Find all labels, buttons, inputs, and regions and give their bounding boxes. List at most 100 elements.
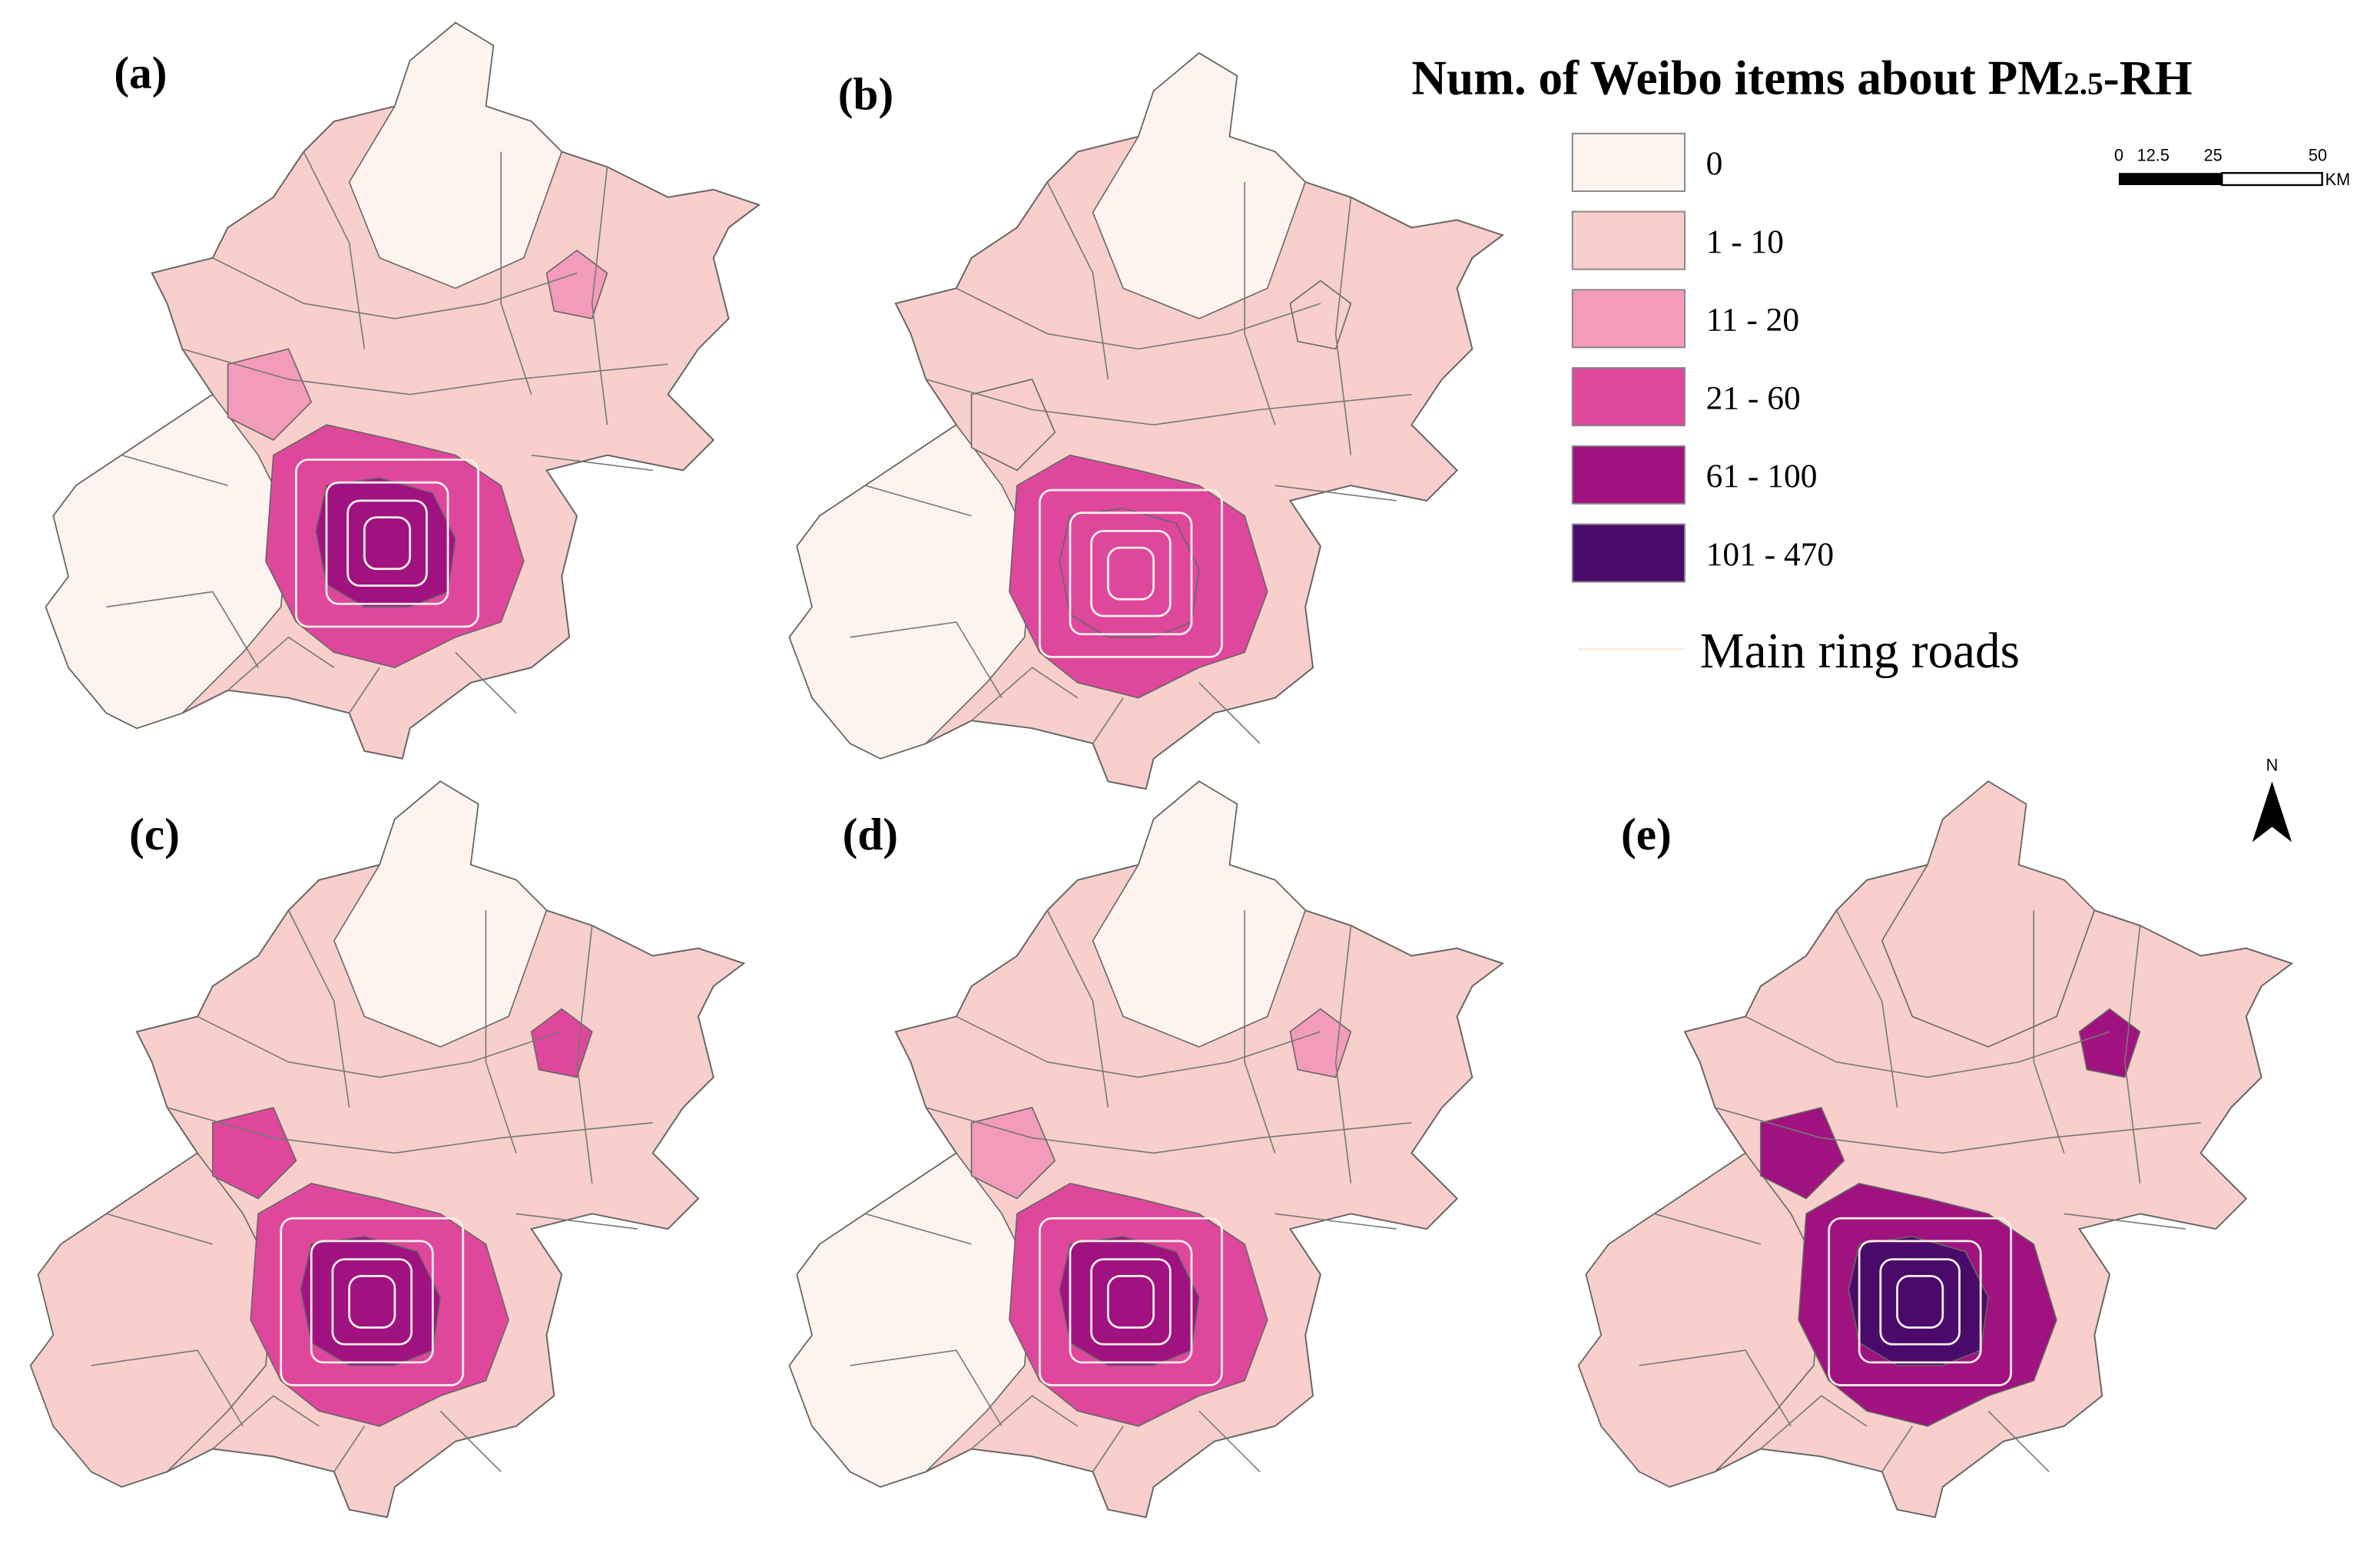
region bbox=[333, 780, 548, 1048]
legend-label: 101 - 470 bbox=[1706, 536, 1835, 573]
region bbox=[1059, 1236, 1200, 1366]
district-border bbox=[106, 1213, 638, 1245]
scale-unit: KM bbox=[2325, 170, 2351, 189]
map-panel bbox=[29, 780, 746, 1518]
legend-swatch bbox=[1571, 210, 1686, 270]
legend-label: 11 - 20 bbox=[1706, 302, 1799, 339]
district-border bbox=[926, 1107, 1412, 1154]
scale-segment bbox=[2221, 172, 2323, 187]
ring-road bbox=[1069, 1240, 1193, 1364]
district-border bbox=[1639, 1349, 1913, 1472]
district-border bbox=[956, 287, 1321, 350]
north-arrow: N bbox=[2252, 756, 2292, 843]
region bbox=[970, 1107, 1056, 1200]
legend: 0 1 - 10 11 - 20 21 - 60 61 - 100 101 - 470 bbox=[1571, 132, 1835, 583]
north-label: N bbox=[2266, 756, 2279, 775]
district-border bbox=[287, 909, 593, 1184]
ring-road bbox=[1090, 1258, 1172, 1346]
legend-title: Num. of Weibo items about PM2.5-RH bbox=[1411, 51, 2192, 104]
ring-road bbox=[363, 516, 412, 571]
ring-road bbox=[325, 481, 449, 605]
legend-title-subscript: 2.5 bbox=[2063, 65, 2103, 101]
region bbox=[1092, 52, 1307, 320]
region bbox=[212, 1107, 297, 1200]
ring-road bbox=[346, 499, 428, 587]
ring-road bbox=[1039, 1217, 1223, 1386]
district-border bbox=[1046, 181, 1352, 455]
north-arrow-shape bbox=[2252, 781, 2292, 843]
ring-road bbox=[331, 1258, 413, 1346]
scale-label: 50 bbox=[2309, 145, 2327, 164]
ring-road bbox=[1090, 530, 1172, 618]
ring-road bbox=[1896, 1274, 1944, 1329]
district-border bbox=[303, 151, 608, 425]
region bbox=[348, 22, 563, 290]
region bbox=[1759, 1107, 1845, 1200]
district-border bbox=[926, 379, 1412, 425]
region bbox=[300, 1236, 441, 1366]
region bbox=[315, 477, 456, 608]
ring-road bbox=[310, 1240, 434, 1364]
district-border bbox=[227, 636, 517, 714]
ring-road bbox=[1039, 488, 1223, 658]
legend-swatch bbox=[1571, 523, 1686, 583]
district-border bbox=[1654, 1213, 2186, 1245]
legend-label: 0 bbox=[1706, 145, 1723, 182]
district-border bbox=[971, 667, 1261, 744]
region bbox=[970, 378, 1056, 472]
panel-label: (e) bbox=[1621, 809, 1672, 859]
scale-label: 12.5 bbox=[2137, 145, 2170, 164]
ring-road bbox=[1069, 512, 1193, 636]
district-border bbox=[182, 348, 668, 396]
district-border bbox=[850, 621, 1124, 744]
legend-title-text: -RH bbox=[2103, 51, 2193, 104]
legend-label: 61 - 100 bbox=[1706, 458, 1818, 495]
map-panel bbox=[1577, 780, 2294, 1518]
ring-road bbox=[1828, 1217, 2013, 1386]
ring-road bbox=[1858, 1240, 1982, 1364]
district-border bbox=[167, 1107, 653, 1154]
district-border bbox=[865, 485, 1397, 517]
region bbox=[1092, 780, 1307, 1048]
panel-label: (d) bbox=[843, 809, 898, 859]
ring-road bbox=[280, 1217, 465, 1386]
district-border bbox=[1835, 909, 2141, 1184]
legend-swatch bbox=[1571, 289, 1686, 349]
map-panel bbox=[45, 22, 761, 760]
ring-road bbox=[348, 1274, 396, 1329]
panel-label: (c) bbox=[129, 809, 180, 859]
panel-label: (b) bbox=[838, 68, 893, 119]
district-border bbox=[212, 1395, 502, 1472]
region bbox=[1059, 507, 1200, 638]
district-border bbox=[121, 454, 653, 486]
district-border bbox=[971, 1395, 1261, 1472]
panel-label: (a) bbox=[114, 48, 167, 98]
district-border bbox=[1046, 909, 1352, 1184]
district-border bbox=[1715, 1107, 2201, 1154]
legend-title-text: Num. of Weibo items about PM bbox=[1411, 51, 2063, 104]
district-border bbox=[956, 1015, 1321, 1078]
maps bbox=[29, 22, 2294, 1518]
ring-road bbox=[1106, 546, 1155, 601]
ring-road bbox=[295, 459, 479, 628]
legend-line-label: Main ring roads bbox=[1700, 624, 2020, 679]
district-border bbox=[850, 1349, 1124, 1472]
district-border bbox=[865, 1213, 1397, 1245]
region bbox=[1881, 780, 2096, 1048]
district-border bbox=[1760, 1395, 2050, 1472]
legend-swatch bbox=[1571, 367, 1686, 427]
district-border bbox=[106, 591, 380, 714]
district-border bbox=[1745, 1015, 2110, 1078]
legend-label: 1 - 10 bbox=[1706, 224, 1784, 260]
legend-swatch bbox=[1571, 445, 1686, 505]
region bbox=[227, 348, 313, 441]
district-border bbox=[91, 1349, 366, 1472]
legend-swatch bbox=[1571, 132, 1686, 192]
district-border bbox=[212, 257, 578, 320]
scale-label: 0 bbox=[2114, 145, 2123, 164]
map-panel bbox=[788, 51, 1505, 790]
ring-road bbox=[1879, 1258, 1961, 1346]
scale-label: 25 bbox=[2204, 145, 2223, 164]
region bbox=[1848, 1236, 1989, 1366]
